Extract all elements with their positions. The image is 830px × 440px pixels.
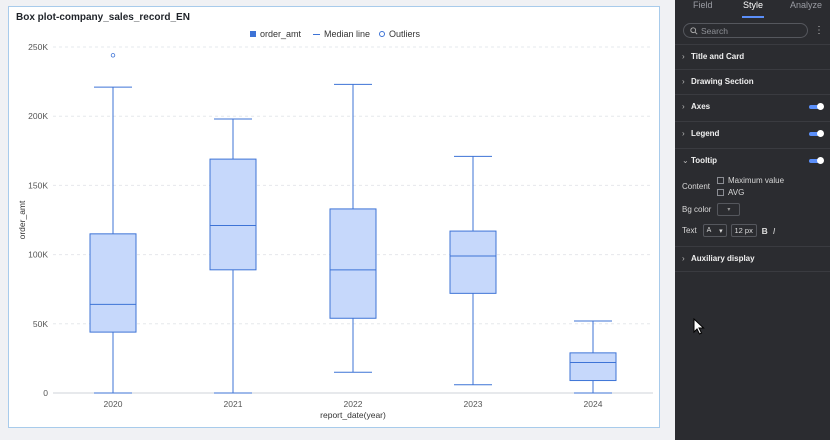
max-value-label: Maximum value: [728, 176, 785, 185]
legend-item-outliers[interactable]: Outliers: [379, 29, 420, 39]
iqr-box: [449, 230, 497, 294]
legend-item-order-amt[interactable]: order_amt: [250, 29, 301, 39]
box-2021: [209, 118, 257, 394]
avg-label: AVG: [728, 188, 745, 197]
bg-color-label: Bg color: [682, 205, 712, 214]
bg-color-row: Bg color ▾: [682, 203, 741, 216]
section-label: Auxiliary display: [691, 254, 755, 263]
max-value-checkbox[interactable]: [717, 177, 724, 184]
chart-card[interactable]: Box plot-company_sales_record_EN order_a…: [8, 6, 660, 428]
card-title: Box plot-company_sales_record_EN: [16, 12, 190, 23]
mouse-cursor-icon: [693, 318, 705, 335]
y-tick-label: 200K: [28, 111, 48, 121]
more-vertical-icon[interactable]: ⋮: [814, 25, 824, 36]
legend-line-icon: [313, 33, 320, 35]
content-label: Content: [682, 182, 711, 191]
section-auxiliary[interactable]: › Auxiliary display: [675, 246, 830, 271]
x-tick-labels: 2020 2021 2022 2023 2024: [104, 399, 603, 409]
chevron-right-icon: ›: [682, 77, 685, 86]
tooltip-header[interactable]: ⌄ Tooltip: [682, 156, 717, 165]
tab-field[interactable]: Field: [693, 0, 713, 10]
section-tooltip: ⌄ Tooltip Content Maximum value AVG Bg co…: [675, 148, 830, 246]
italic-button[interactable]: I: [772, 225, 776, 236]
text-label: Text: [682, 226, 697, 235]
iqr-box: [569, 352, 617, 382]
iqr-box: [329, 208, 377, 319]
chevron-right-icon: ›: [682, 129, 685, 138]
x-tick-label: 2023: [464, 399, 483, 409]
iqr-box: [89, 233, 137, 333]
chevron-right-icon: ›: [682, 52, 685, 61]
box-2022: [329, 83, 377, 373]
search-field[interactable]: [683, 23, 808, 38]
y-tick-label: 50K: [33, 319, 48, 329]
bg-color-picker[interactable]: ▾: [717, 203, 741, 216]
font-size-input[interactable]: 12 px: [730, 224, 757, 237]
axes-toggle[interactable]: [809, 103, 824, 110]
tab-analyze[interactable]: Analyze: [790, 0, 823, 10]
bold-button[interactable]: B: [761, 225, 768, 236]
outlier-point: [110, 53, 116, 58]
style-panel: Field Style Analyze ⋮ › Title and Card › D…: [675, 0, 830, 440]
legend-label: order_amt: [260, 29, 302, 39]
text-row: Text A ▾ 12 px B I: [682, 224, 775, 237]
tab-style[interactable]: Style: [743, 0, 764, 10]
y-tick-label: 250K: [28, 42, 48, 52]
y-tick-label: 100K: [28, 250, 48, 260]
legend-label: Outliers: [389, 29, 421, 39]
y-axis-title: order_amt: [17, 200, 27, 239]
box-layer: [89, 53, 617, 394]
font-color-dropdown[interactable]: A ▾: [702, 224, 727, 237]
dashboard-canvas: Box plot-company_sales_record_EN order_a…: [8, 6, 660, 428]
chevron-right-icon: ›: [682, 254, 685, 263]
x-tick-label: 2022: [344, 399, 363, 409]
x-tick-label: 2020: [104, 399, 123, 409]
x-axis-title: report_date(year): [320, 410, 386, 420]
caret-down-icon: ▾: [719, 227, 723, 235]
box-2023: [449, 155, 497, 386]
legend-item-median-line[interactable]: Median line: [313, 29, 370, 39]
section-axes[interactable]: › Axes: [675, 94, 830, 121]
section-label: Title and Card: [691, 52, 745, 61]
search-input[interactable]: [701, 25, 801, 36]
chevron-down-icon: ⌄: [682, 156, 689, 165]
legend-toggle[interactable]: [809, 130, 824, 137]
section-label: Drawing Section: [691, 77, 754, 86]
x-tick-label: 2021: [224, 399, 243, 409]
avg-checkbox[interactable]: [717, 189, 724, 196]
legend-square-icon: [250, 31, 256, 37]
legend-label: Median line: [324, 29, 371, 39]
panel-tabs: Field Style Analyze: [675, 0, 830, 18]
section-label: Legend: [691, 129, 720, 138]
y-tick-label: 150K: [28, 180, 48, 190]
chart-legend: order_amt Median line Outliers: [9, 29, 659, 43]
section-drawing[interactable]: › Drawing Section: [675, 69, 830, 94]
search-icon: [690, 26, 698, 35]
iqr-box: [209, 158, 257, 271]
active-tab-indicator: [742, 16, 764, 18]
avg-option[interactable]: AVG: [717, 188, 744, 197]
legend-circle-icon: [379, 31, 385, 37]
section-label: Axes: [691, 102, 711, 111]
y-tick-labels: 0 50K 100K 150K 200K 250K: [28, 42, 48, 398]
section-divider: [675, 271, 830, 272]
tooltip-toggle[interactable]: [809, 157, 824, 164]
box-2020: [89, 53, 137, 394]
section-label: Tooltip: [691, 156, 718, 165]
max-value-option[interactable]: Maximum value: [717, 176, 784, 185]
chevron-right-icon: ›: [682, 102, 685, 111]
font-value: A: [706, 227, 712, 234]
section-legend[interactable]: › Legend: [675, 121, 830, 148]
y-tick-label: 0: [43, 388, 48, 398]
box-2024: [569, 320, 617, 394]
section-title-card[interactable]: › Title and Card: [675, 44, 830, 69]
x-tick-label: 2024: [584, 399, 603, 409]
